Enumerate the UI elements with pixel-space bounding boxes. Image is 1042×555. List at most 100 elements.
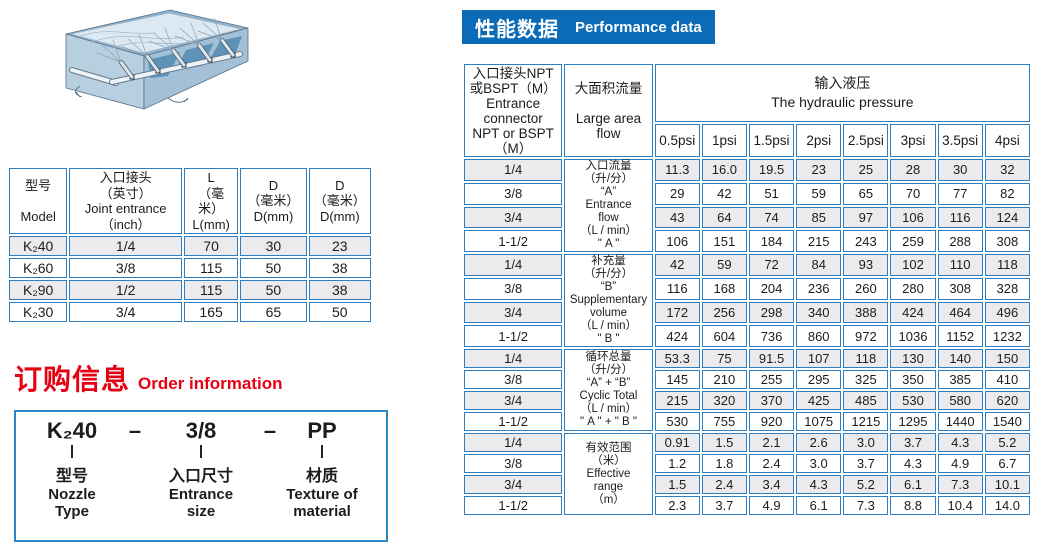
value-cell: 4.9 bbox=[748, 496, 795, 515]
value-cell: 255 bbox=[748, 370, 795, 389]
spec-cell: 50 bbox=[308, 302, 371, 322]
value-cell: 388 bbox=[843, 301, 889, 324]
value-cell: 7.3 bbox=[843, 496, 889, 515]
leader-line bbox=[321, 445, 323, 458]
performance-title-cn: 性能数据 bbox=[475, 18, 559, 41]
value-cell: 320 bbox=[701, 391, 747, 410]
spec-cell: 1/4 bbox=[69, 236, 182, 256]
psi-column-header: 4psi bbox=[984, 124, 1030, 157]
size-cell: 1/4 bbox=[464, 433, 563, 452]
size-cell: 1-1/2 bbox=[464, 230, 563, 252]
value-cell: 350 bbox=[890, 370, 936, 389]
value-cell: 2.3 bbox=[654, 496, 700, 515]
size-cell: 3/8 bbox=[464, 370, 563, 389]
value-cell: 107 bbox=[796, 349, 842, 368]
value-cell: 42 bbox=[701, 182, 747, 205]
value-cell: 920 bbox=[748, 412, 795, 431]
spec-cell: 50 bbox=[240, 258, 307, 278]
spec-cell: 115 bbox=[183, 258, 239, 278]
value-cell: 19.5 bbox=[748, 159, 795, 181]
value-cell: 3.7 bbox=[701, 496, 747, 515]
spec-cell: 50 bbox=[240, 280, 307, 300]
value-cell: 215 bbox=[796, 230, 842, 252]
value-cell: 14.0 bbox=[984, 496, 1030, 515]
model-col-header: L （毫米） L(mm) bbox=[183, 168, 239, 234]
value-cell: 106 bbox=[890, 206, 936, 229]
value-cell: 3.4 bbox=[748, 475, 795, 494]
value-cell: 11.3 bbox=[654, 159, 700, 181]
value-cell: 530 bbox=[654, 412, 700, 431]
value-cell: 140 bbox=[937, 349, 983, 368]
value-cell: 4.3 bbox=[890, 454, 936, 473]
value-cell: 70 bbox=[890, 182, 936, 205]
value-cell: 10.1 bbox=[984, 475, 1030, 494]
order-label-cn: 入口尺寸 bbox=[168, 468, 233, 485]
spec-cell: 3/4 bbox=[69, 302, 182, 322]
performance-header-bar: 性能数据 Performance data bbox=[462, 10, 715, 44]
spec-cell: 30 bbox=[240, 236, 307, 256]
value-cell: 168 bbox=[701, 277, 747, 300]
large-area-flow-header: 大面积流量 Large area flow bbox=[564, 64, 653, 157]
value-cell: 424 bbox=[654, 325, 700, 347]
value-cell: 6.7 bbox=[984, 454, 1030, 473]
value-cell: 340 bbox=[796, 301, 842, 324]
value-cell: 42 bbox=[654, 254, 700, 276]
size-cell: 3/8 bbox=[464, 182, 563, 205]
value-cell: 1215 bbox=[843, 412, 889, 431]
value-cell: 118 bbox=[984, 254, 1030, 276]
value-cell: 259 bbox=[890, 230, 936, 252]
value-cell: 2.6 bbox=[796, 433, 842, 452]
model-col-header: 型号 Model bbox=[9, 168, 68, 234]
size-cell: 3/4 bbox=[464, 475, 563, 494]
order-label-en: Entrance size bbox=[168, 486, 234, 520]
value-cell: 215 bbox=[654, 391, 700, 410]
value-cell: 2.1 bbox=[748, 433, 795, 452]
value-cell: 116 bbox=[654, 277, 700, 300]
value-cell: 860 bbox=[796, 325, 842, 347]
value-cell: 25 bbox=[843, 159, 889, 181]
value-cell: 5.2 bbox=[984, 433, 1030, 452]
value-cell: 16.0 bbox=[701, 159, 747, 181]
order-label-cn: 型号 bbox=[55, 468, 88, 485]
value-cell: 4.3 bbox=[937, 433, 983, 452]
tank-illustration bbox=[65, 9, 249, 110]
value-cell: 308 bbox=[937, 277, 983, 300]
order-label-cn: 材质 bbox=[305, 468, 338, 485]
spec-cell: 3/8 bbox=[69, 258, 182, 278]
value-cell: 1232 bbox=[984, 325, 1030, 347]
value-cell: 0.91 bbox=[654, 433, 700, 452]
spec-cell: 1/2 bbox=[69, 280, 182, 300]
order-code-size: 3/8 bbox=[185, 418, 217, 443]
psi-column-header: 2.5psi bbox=[843, 124, 889, 157]
value-cell: 210 bbox=[701, 370, 747, 389]
value-cell: 295 bbox=[796, 370, 842, 389]
value-cell: 145 bbox=[654, 370, 700, 389]
model-table: 型号 Model 入口接头 （英寸） Joint entrance （inch） L… bbox=[7, 166, 373, 324]
value-cell: 184 bbox=[748, 230, 795, 252]
value-cell: 385 bbox=[937, 370, 983, 389]
value-cell: 243 bbox=[843, 230, 889, 252]
psi-column-header: 0.5psi bbox=[654, 124, 700, 157]
model-name-cell: K₂40 bbox=[9, 236, 68, 256]
value-cell: 580 bbox=[937, 391, 983, 410]
value-cell: 118 bbox=[843, 349, 889, 368]
performance-title-en: Performance data bbox=[575, 18, 702, 36]
value-cell: 65 bbox=[843, 182, 889, 205]
value-cell: 64 bbox=[701, 206, 747, 229]
model-name-cell: K₂60 bbox=[9, 258, 68, 278]
value-cell: 2.4 bbox=[701, 475, 747, 494]
value-cell: 308 bbox=[984, 230, 1030, 252]
leader-line bbox=[71, 445, 73, 458]
value-cell: 43 bbox=[654, 206, 700, 229]
value-cell: 530 bbox=[890, 391, 936, 410]
spec-cell: 23 bbox=[308, 236, 371, 256]
value-cell: 280 bbox=[890, 277, 936, 300]
value-cell: 4.9 bbox=[937, 454, 983, 473]
value-cell: 7.3 bbox=[937, 475, 983, 494]
value-cell: 30 bbox=[937, 159, 983, 181]
value-cell: 2.4 bbox=[748, 454, 795, 473]
size-cell: 3/8 bbox=[464, 454, 563, 473]
value-cell: 124 bbox=[984, 206, 1030, 229]
value-cell: 6.1 bbox=[890, 475, 936, 494]
